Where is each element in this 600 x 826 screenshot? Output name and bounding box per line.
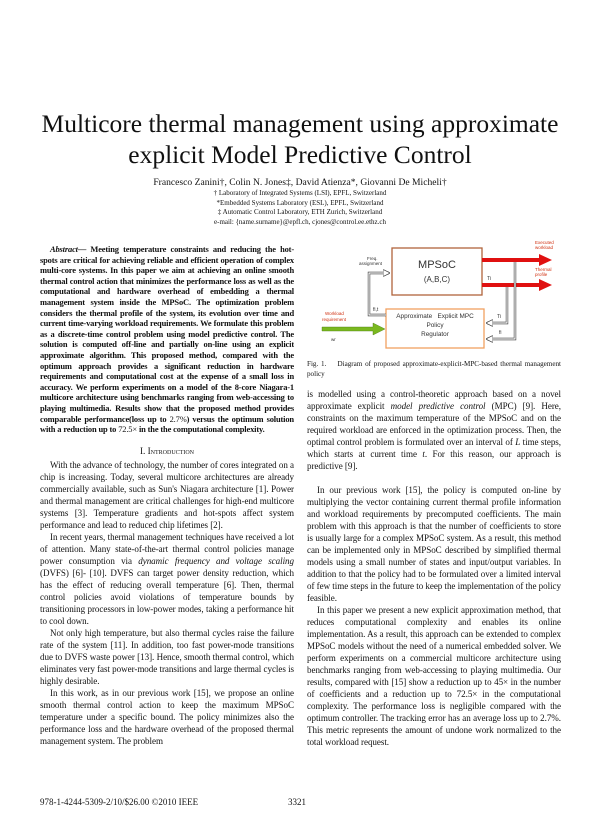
controller-label: Policy xyxy=(426,322,444,329)
text: In recent years, thermal management tech… xyxy=(40,532,294,566)
workload-requirement-arrow xyxy=(321,322,386,336)
workload-requirement-label: requirement xyxy=(322,317,347,322)
affiliation: † Laboratory of Integrated Systems (LSI)… xyxy=(213,189,387,197)
mpsoc-block xyxy=(391,247,483,296)
fit-label: fi,t xyxy=(373,307,379,313)
emphasis: t xyxy=(422,449,425,459)
mpsoc-label: MPSoC xyxy=(418,259,456,271)
figure-caption: Fig. 1. Diagram of proposed approximate-… xyxy=(307,360,563,378)
abstract-text: ) versus the optimum solution with a red… xyxy=(40,413,294,435)
affiliation: *Embedded Systems Laboratory (ESL), EPFL… xyxy=(216,198,384,207)
text: (DVFS) [6]- [10]. DVFS can target power … xyxy=(40,568,294,626)
executed-workload-arrow xyxy=(482,254,552,266)
paragraph: In this work, as in our previous work [1… xyxy=(40,688,294,746)
affiliation: ‡ Automatic Control Laboratory, ETH Zuri… xyxy=(217,208,383,216)
abstract-text: in the the computational complexity. xyxy=(136,424,265,435)
wr-label: wr xyxy=(331,337,336,342)
paragraph: In recent years, thermal management tech… xyxy=(40,531,294,627)
paragraph: Not only high temperature, but also ther… xyxy=(40,628,294,686)
controller-label: Approximate Explicit MPC xyxy=(396,313,474,320)
title-line-1: Multicore thermal management using appro… xyxy=(41,109,559,138)
paragraph: In this paper we present a new explicit … xyxy=(307,605,561,747)
controller-label: Regulator xyxy=(421,331,450,338)
ti-label: Ti xyxy=(487,276,491,282)
emphasis: L xyxy=(515,437,521,447)
affiliations: † Laboratory of Integrated Systems (LSI)… xyxy=(0,189,600,227)
thermal-profile-arrow xyxy=(482,279,552,291)
section-number: I. xyxy=(139,446,146,456)
ti-feedback-label: Ti xyxy=(497,314,501,320)
paper-title: Multicore thermal management using appro… xyxy=(0,108,600,170)
left-column-body: With the advance of technology, the numb… xyxy=(40,459,294,787)
executed-workload-label: workload xyxy=(535,245,554,250)
workload-requirement-label: Workload xyxy=(325,311,344,316)
thermal-profile-label: Thermal xyxy=(535,267,552,272)
section-heading: I. Introduction xyxy=(40,446,294,456)
section-title: Introduction xyxy=(147,446,195,456)
freq-assignment-label: Freq. xyxy=(367,256,378,261)
paragraph: With the advance of technology, the numb… xyxy=(40,460,294,530)
feedback-fi-line xyxy=(487,262,517,341)
text: (MPC) [9]. Here, constraints on the maxi… xyxy=(307,401,561,447)
right-column-body: is modelled using a control-theoretic ap… xyxy=(307,388,561,786)
mpsoc-sub: (A,B,C) xyxy=(424,275,451,284)
thermal-profile-label: profile xyxy=(535,272,548,277)
emphasis: dynamic frequency and voltage scaling xyxy=(138,556,294,566)
page-number: 3321 xyxy=(288,797,306,807)
text: . For this reason, our approach is predi… xyxy=(307,449,561,471)
controller-block xyxy=(385,308,485,349)
freq-assignment-label: assignment xyxy=(359,261,383,266)
abstract-text: — Meeting temperature constraints and re… xyxy=(40,244,294,424)
abstract-label: Abstract xyxy=(50,244,78,254)
text: is modelled using a control-theoretic ap… xyxy=(307,389,561,411)
paragraph: In our previous work [15], the policy is… xyxy=(307,485,561,603)
abstract-loss: 2.7% xyxy=(169,413,187,424)
executed-workload-label: Executed xyxy=(535,240,554,245)
emphasis: model predictive control xyxy=(390,401,486,411)
abstract: Abstract— Meeting temperature constraint… xyxy=(40,244,294,442)
footer-isbn: 978-1-4244-5309-2/10/$26.00 ©2010 IEEE xyxy=(40,797,199,807)
text: time steps, which starts at current time xyxy=(307,437,561,459)
fi-label: fi xyxy=(499,330,502,336)
email: e-mail: {name.surname}@epfl.ch, cjones@c… xyxy=(214,217,386,226)
figure-1-diagram: MPSoC (A,B,C) Approximate Explicit MPC P… xyxy=(307,238,563,358)
abstract-reduction: 72.5× xyxy=(118,424,137,435)
title-line-2: explicit Model Predictive Control xyxy=(128,140,472,169)
paragraph: is modelled using a control-theoretic ap… xyxy=(307,388,561,472)
authors: Francesco Zanini†, Colin N. Jones‡, Davi… xyxy=(153,177,447,188)
